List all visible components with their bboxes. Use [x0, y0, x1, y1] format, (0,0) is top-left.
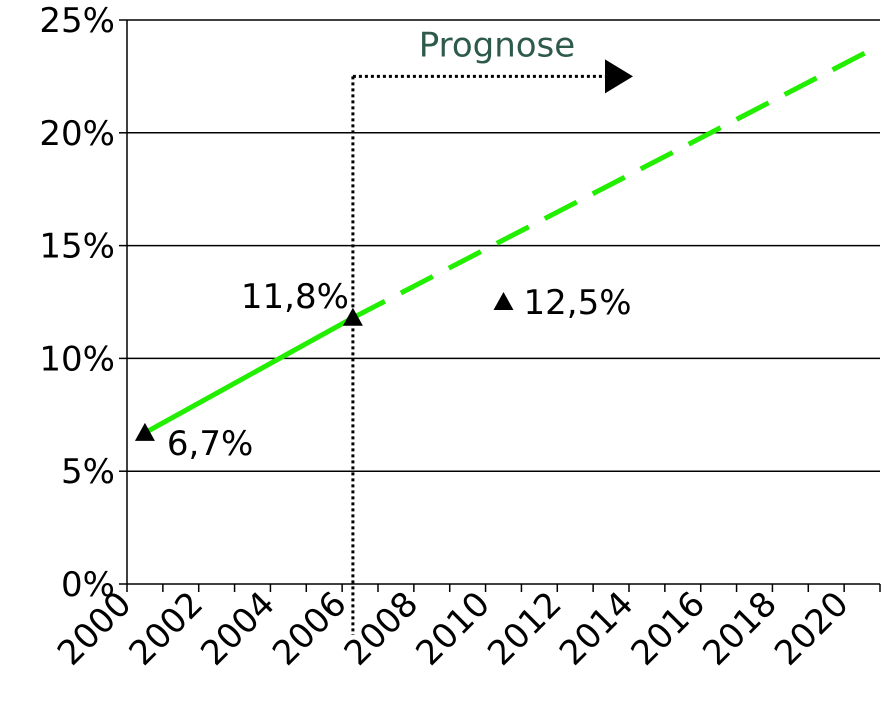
x-tick-label: 2016 — [624, 584, 713, 673]
x-tick-label: 2002 — [122, 584, 211, 673]
series-line-solid — [143, 315, 355, 436]
data-label: 6,7% — [167, 424, 253, 464]
data-point-marker — [134, 422, 155, 441]
data-label: 11,8% — [241, 277, 349, 317]
prognose-label: Prognose — [419, 25, 576, 65]
data-labels: 6,7% 11,8% 12,5% — [167, 277, 632, 464]
y-tick-label: 5% — [61, 452, 115, 492]
x-tick-label: 2018 — [695, 584, 784, 673]
x-tick-label: 2006 — [265, 584, 354, 673]
y-tick-label: 0% — [61, 565, 115, 605]
x-tick-label: 2008 — [337, 584, 426, 673]
prognose-arrow-head — [605, 59, 633, 94]
axes: 0%5%10%15%20%25%200020022004200620082010… — [39, 1, 881, 674]
series-line-dashed — [351, 44, 878, 321]
x-tick-label: 2004 — [193, 584, 282, 673]
data-point-marker — [493, 292, 514, 310]
x-tick-label: 2012 — [480, 584, 569, 673]
x-tick-label: 2010 — [408, 584, 497, 673]
y-tick-label: 20% — [39, 114, 115, 154]
y-tick-label: 15% — [39, 227, 115, 267]
gridlines — [127, 19, 880, 472]
data-markers — [134, 292, 514, 441]
data-point-marker — [342, 307, 363, 326]
series — [143, 44, 878, 436]
y-tick-label: 25% — [39, 1, 115, 41]
x-tick-label: 2020 — [767, 584, 856, 673]
prognose-annotation: Prognose — [351, 25, 633, 635]
y-tick-label: 10% — [39, 339, 115, 379]
data-label: 12,5% — [524, 283, 632, 323]
x-tick-label: 2014 — [552, 584, 641, 673]
